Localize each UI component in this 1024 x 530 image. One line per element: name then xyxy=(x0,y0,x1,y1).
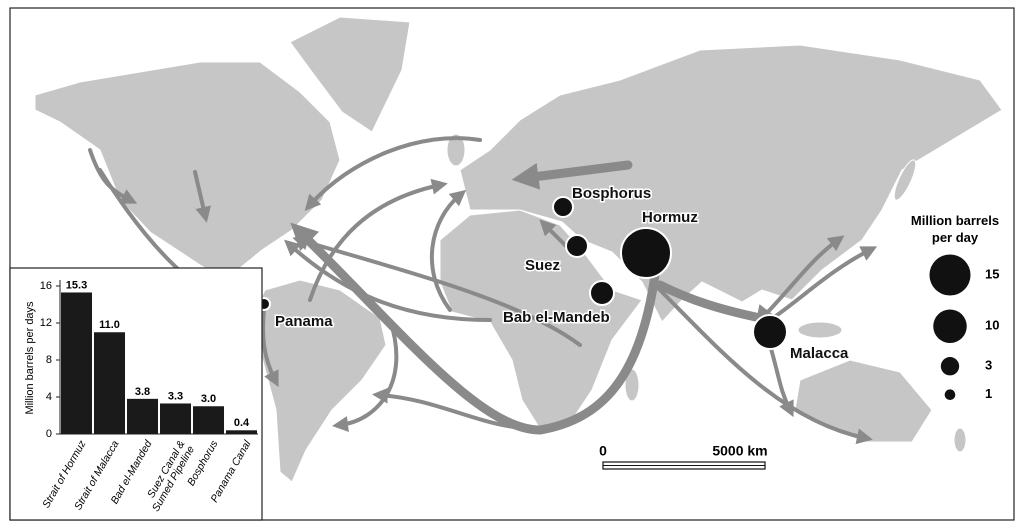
legend-label: 15 xyxy=(985,266,999,281)
value-label: 0.4 xyxy=(234,417,250,429)
legend-circle xyxy=(933,309,967,344)
inset-frame xyxy=(9,267,263,521)
y-tick-label: 4 xyxy=(46,391,52,403)
y-tick-label: 8 xyxy=(46,354,52,366)
scale-start: 0 xyxy=(599,443,607,459)
bar xyxy=(225,430,258,434)
chokepoints xyxy=(257,196,788,350)
legend-circle xyxy=(940,357,960,376)
bar xyxy=(159,403,192,434)
value-label: 3.0 xyxy=(201,393,216,405)
land xyxy=(34,16,1003,483)
y-tick-label: 16 xyxy=(40,280,52,292)
legend-circle xyxy=(929,254,971,296)
legend-label: 1 xyxy=(985,386,992,401)
chokepoint-label: Bosphorus xyxy=(572,185,651,202)
legend-circle xyxy=(944,389,956,401)
value-label: 3.8 xyxy=(135,386,150,398)
legend-label: 10 xyxy=(985,318,999,333)
scale-bar xyxy=(602,461,766,470)
value-label: 11.0 xyxy=(99,319,120,331)
legend-label: 3 xyxy=(985,358,992,373)
value-label: 3.3 xyxy=(168,390,183,402)
chokepoint-label: Panama xyxy=(275,313,333,330)
bar xyxy=(60,292,93,434)
legend-title: Million barrels per day xyxy=(910,213,1000,245)
routes xyxy=(88,136,878,445)
bar xyxy=(126,398,159,434)
chokepoint-label: Malacca xyxy=(790,345,849,362)
chokepoint-label: Hormuz xyxy=(642,209,698,226)
chokepoint-label: Suez xyxy=(525,257,560,274)
chokepoint-label: Bab el-Mandeb xyxy=(503,309,610,326)
y-tick-label: 12 xyxy=(40,317,52,329)
bar xyxy=(93,332,126,434)
bar xyxy=(192,406,225,434)
y-axis-label: Million barrels per days xyxy=(24,301,36,415)
scale-end: 5000 km xyxy=(712,443,767,459)
value-label: 15.3 xyxy=(66,279,87,291)
y-tick-label: 0 xyxy=(46,428,52,440)
